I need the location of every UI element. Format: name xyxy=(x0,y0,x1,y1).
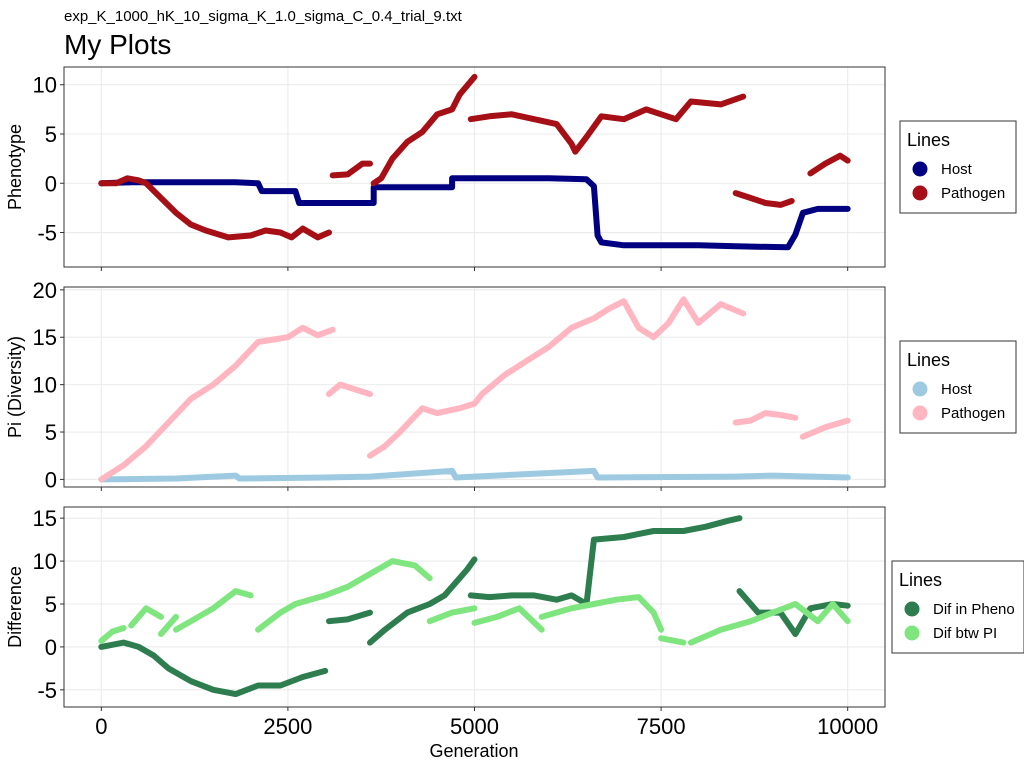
series-segment-pathogen xyxy=(367,296,747,459)
legend-label-host: Host xyxy=(941,161,973,178)
series-segment-dif-in-pheno xyxy=(467,515,743,607)
diversity-panel: 20 15 10 5 0 Lines Host Pathogen xyxy=(33,278,1017,492)
y-tick-label: 10 xyxy=(33,373,57,398)
y-tick-label: 5 xyxy=(45,420,57,445)
y-axis-label-phenotype: Phenotype xyxy=(5,124,25,210)
series-segment-dif-btw-pi xyxy=(158,613,179,637)
x-tick-label: 2500 xyxy=(263,714,312,739)
series-segment-pathogen xyxy=(370,73,478,187)
y-tick-label: 10 xyxy=(33,73,57,98)
plot-title: My Plots xyxy=(64,29,171,60)
series-segment-host xyxy=(98,175,851,251)
difference-panel: 15 10 5 0 -5 0 2500 5000 7500 10000 Lines Dif in Ph… xyxy=(33,506,1024,739)
legend: Lines Host Pathogen xyxy=(899,340,1017,434)
series-segment-dif-btw-pi xyxy=(687,601,851,646)
legend-key-pathogen xyxy=(912,405,928,421)
series-segment-pathogen xyxy=(799,417,851,440)
x-tick-label: 5000 xyxy=(450,714,499,739)
legend-label-pathogen: Pathogen xyxy=(941,185,1005,202)
series-host xyxy=(98,467,851,483)
legend-key-dif-in-pheno xyxy=(904,601,920,617)
x-axis-label: Generation xyxy=(429,741,518,761)
y-tick-label: 5 xyxy=(45,592,57,617)
plot-subtitle: exp_K_1000_hK_10_sigma_K_1.0_sigma_C_0.4… xyxy=(64,8,463,25)
legend: Lines Dif in Pheno Dif btw PI xyxy=(891,560,1024,654)
series-segment-dif-btw-pi xyxy=(538,594,665,633)
series-segment-pathogen xyxy=(329,160,373,179)
series-segment-dif-in-pheno xyxy=(367,556,478,646)
legend-key-dif-btw-pi xyxy=(904,625,920,641)
series-segment-pathogen xyxy=(98,324,336,483)
legend-key-host xyxy=(912,381,928,397)
y-tick-label: -5 xyxy=(37,678,57,703)
series-segment-dif-btw-pi xyxy=(471,605,545,633)
legend: Lines Host Pathogen xyxy=(899,120,1017,214)
series-segment-dif-btw-pi xyxy=(128,605,164,629)
series-segment-dif-btw-pi xyxy=(98,625,127,644)
legend-title: Lines xyxy=(907,350,950,370)
series-host xyxy=(98,175,851,251)
series-segment-pathogen xyxy=(732,190,795,208)
legend-label-dif-btw-pi: Dif btw PI xyxy=(933,625,997,642)
x-tick-label: 10000 xyxy=(817,714,878,739)
y-axis-label-difference: Difference xyxy=(5,566,25,648)
series-segment-dif-btw-pi xyxy=(658,635,687,646)
series-segment-pathogen xyxy=(807,152,851,177)
legend-label-pathogen: Pathogen xyxy=(941,405,1005,422)
series-segment-dif-in-pheno xyxy=(98,639,329,698)
x-tick-label: 7500 xyxy=(637,714,686,739)
legend-label-dif-in-pheno: Dif in Pheno xyxy=(933,601,1015,618)
y-axis-label-pi: Pi (Diversity) xyxy=(5,336,25,438)
phenotype-panel: 10 5 0 -5 Lines Host Pathogen xyxy=(33,66,1017,271)
series-segment-pathogen xyxy=(467,93,747,155)
x-tick-label: 0 xyxy=(95,714,107,739)
series-segment-dif-in-pheno xyxy=(326,609,373,625)
series-segment-pathogen xyxy=(732,410,799,426)
series-dif-btw-pi xyxy=(98,558,851,646)
series-segment-dif-btw-pi xyxy=(426,605,478,625)
legend-title: Lines xyxy=(907,130,950,150)
series-segment-pathogen xyxy=(98,175,332,241)
series-segment-dif-btw-pi xyxy=(173,588,254,633)
y-tick-label: -5 xyxy=(37,221,57,246)
series-segment-host xyxy=(98,467,851,483)
y-tick-label: 15 xyxy=(33,506,57,531)
series-segment-pathogen xyxy=(326,381,373,398)
grid xyxy=(64,67,885,267)
y-tick-label: 15 xyxy=(33,325,57,350)
grid xyxy=(64,287,885,487)
legend-label-host: Host xyxy=(941,381,973,398)
series-pathogen xyxy=(98,296,851,483)
series-segment-dif-in-pheno xyxy=(736,588,851,637)
y-tick-label: 0 xyxy=(45,467,57,492)
y-tick-label: 10 xyxy=(33,549,57,574)
y-tick-label: 20 xyxy=(33,278,57,303)
series-segment-dif-btw-pi xyxy=(255,558,433,633)
y-tick-label: 0 xyxy=(45,171,57,196)
y-tick-label: 0 xyxy=(45,635,57,660)
y-tick-label: 5 xyxy=(45,122,57,147)
legend-key-host xyxy=(912,161,928,177)
legend-title: Lines xyxy=(899,570,942,590)
legend-key-pathogen xyxy=(912,185,928,201)
series-pathogen xyxy=(98,73,851,241)
